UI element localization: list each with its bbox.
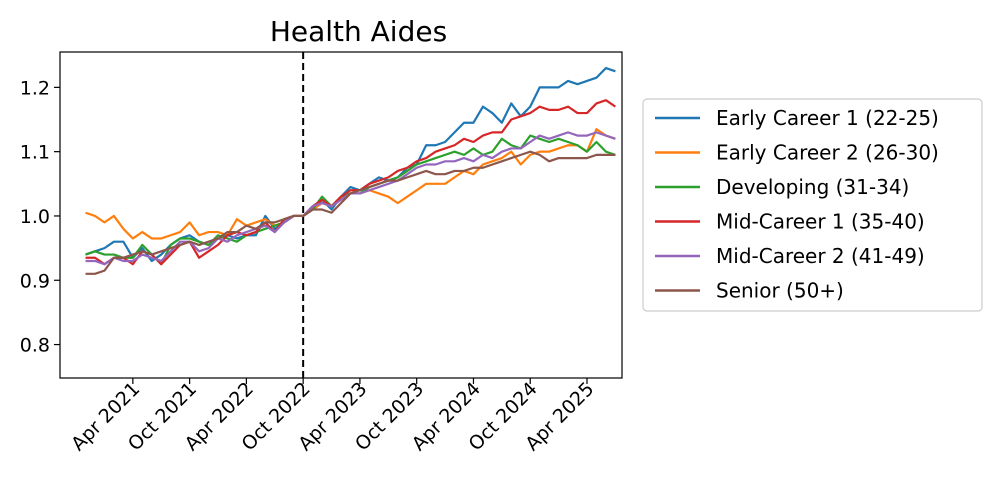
series-line-2 xyxy=(85,128,616,240)
axes-frame xyxy=(59,51,623,379)
y-tick-label: 0.8 xyxy=(20,335,50,357)
series-line-3 xyxy=(85,134,616,266)
chart-title: Health Aides xyxy=(270,15,447,48)
y-tick-label: 0.9 xyxy=(20,270,50,292)
series-line-4 xyxy=(85,99,616,266)
y-tick-label: 1.0 xyxy=(20,206,50,228)
legend-label: Senior (50+) xyxy=(716,279,844,303)
legend-label: Early Career 2 (26-30) xyxy=(716,141,939,165)
legend-label: Developing (31-34) xyxy=(716,175,909,199)
legend-label: Mid-Career 1 (35-40) xyxy=(716,210,925,234)
legend-frame xyxy=(642,98,983,312)
legend-label: Mid-Career 2 (41-49) xyxy=(716,244,925,268)
legend: Early Career 1 (22-25) Early Career 2 (26… xyxy=(642,98,983,312)
legend-label: Early Career 1 (22-25) xyxy=(716,106,939,130)
series-line-1 xyxy=(85,66,616,263)
y-tick-label: 1.1 xyxy=(20,142,50,164)
y-tick-label: 1.2 xyxy=(20,77,50,99)
series-line-6 xyxy=(85,150,616,275)
